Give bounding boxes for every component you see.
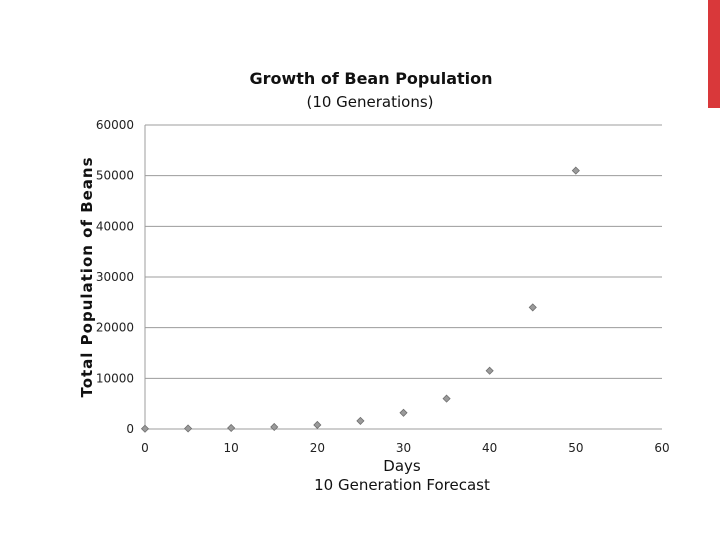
x-tick-label: 40 (482, 441, 497, 455)
x-tick-labels: 0 10 20 30 40 50 60 (141, 441, 669, 455)
x-axis-sublabel: 10 Generation Forecast (314, 476, 490, 494)
data-point (442, 394, 451, 403)
x-tick-label: 50 (568, 441, 583, 455)
data-point (184, 424, 193, 433)
y-tick-label: 50000 (96, 169, 134, 183)
data-point (227, 423, 236, 433)
x-tick-label: 60 (654, 441, 669, 455)
x-tick-label: 10 (224, 441, 239, 455)
y-tick-label: 40000 (96, 219, 134, 233)
y-axis-label: Total Population of Beans (78, 156, 96, 397)
y-tick-label: 20000 (96, 321, 134, 335)
chart-subtitle: (10 Generations) (306, 93, 433, 111)
y-tick-label: 30000 (96, 270, 134, 284)
x-tick-label: 0 (141, 441, 149, 455)
data-point (270, 422, 279, 432)
y-tick-label: 60000 (96, 118, 134, 132)
data-points (140, 166, 580, 433)
x-tick-label: 20 (310, 441, 325, 455)
x-axis-label: Days (383, 457, 421, 475)
y-tick-labels: 0 10000 20000 30000 40000 50000 60000 (96, 118, 134, 436)
x-tick-label: 30 (396, 441, 411, 455)
y-tick-label: 10000 (96, 371, 134, 385)
data-point (140, 424, 150, 433)
data-point (399, 408, 408, 417)
data-point (356, 416, 365, 425)
y-tick-label: 0 (126, 422, 134, 436)
data-point (528, 303, 537, 312)
slide-accent-bar (708, 0, 720, 108)
gridlines (145, 124, 662, 379)
chart-title: Growth of Bean Population (249, 69, 492, 88)
data-point (485, 366, 494, 375)
data-point (571, 166, 580, 175)
data-point (313, 420, 322, 430)
